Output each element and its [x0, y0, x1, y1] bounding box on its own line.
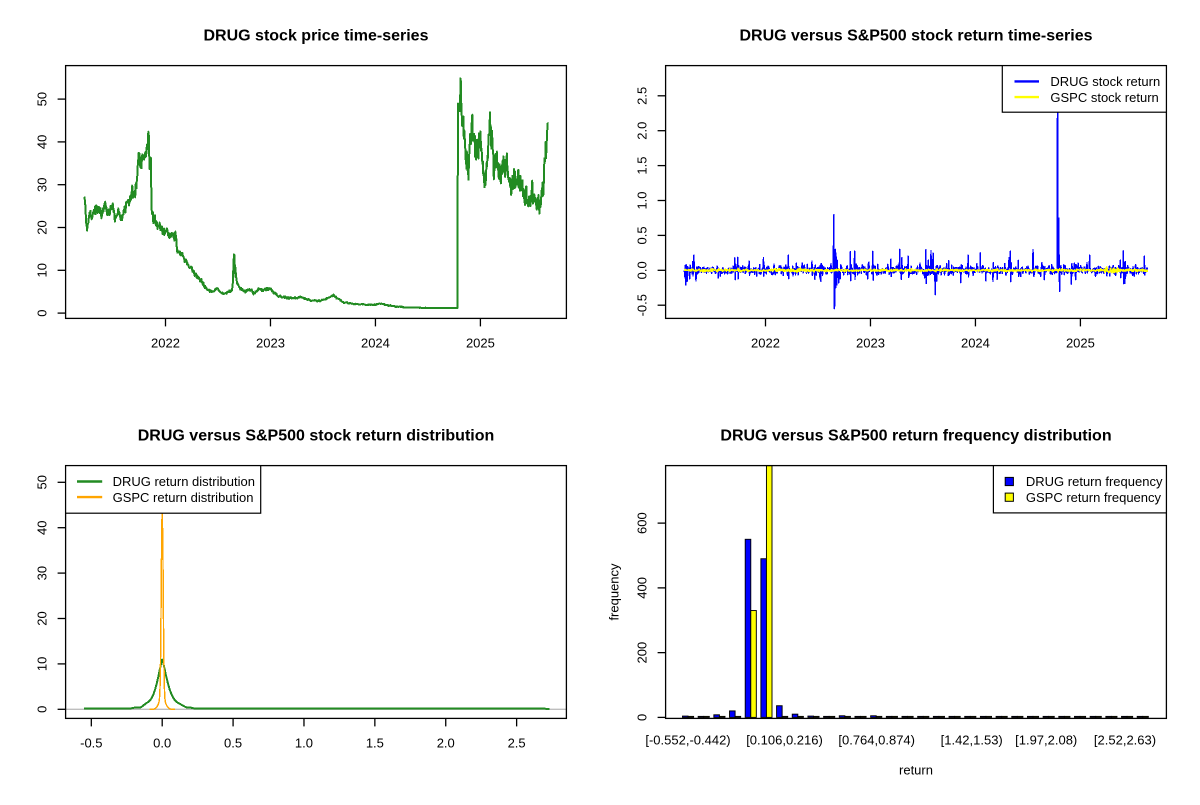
svg-text:20: 20 — [35, 611, 50, 625]
svg-text:frequency: frequency — [607, 563, 622, 621]
svg-text:0.5: 0.5 — [224, 735, 242, 750]
svg-text:GSPC return distribution: GSPC return distribution — [113, 490, 254, 505]
svg-text:2.0: 2.0 — [437, 735, 455, 750]
svg-text:DRUG stock price time-series: DRUG stock price time-series — [204, 28, 429, 45]
svg-text:50: 50 — [35, 92, 50, 106]
svg-text:30: 30 — [35, 177, 50, 191]
svg-text:600: 600 — [635, 512, 650, 534]
svg-text:0: 0 — [635, 714, 650, 721]
svg-text:2.5: 2.5 — [635, 87, 650, 105]
svg-text:-0.5: -0.5 — [80, 735, 102, 750]
svg-text:40: 40 — [35, 520, 50, 534]
svg-text:[1.97,2.08): [1.97,2.08) — [1015, 733, 1077, 748]
svg-text:DRUG versus S&P500 stock retur: DRUG versus S&P500 stock return distribu… — [138, 428, 495, 445]
svg-text:DRUG stock return: DRUG stock return — [1050, 74, 1160, 89]
svg-text:[-0.552,-0.442): [-0.552,-0.442) — [645, 733, 730, 748]
svg-text:2.0: 2.0 — [635, 122, 650, 140]
svg-text:2.5: 2.5 — [508, 735, 526, 750]
svg-text:[0.764,0.874): [0.764,0.874) — [838, 733, 915, 748]
svg-text:0.0: 0.0 — [635, 261, 650, 279]
svg-text:return: return — [899, 763, 933, 778]
svg-text:DRUG return distribution: DRUG return distribution — [113, 474, 255, 489]
svg-text:30: 30 — [35, 566, 50, 580]
svg-text:20: 20 — [35, 220, 50, 234]
svg-text:2025: 2025 — [1066, 335, 1095, 350]
svg-text:2023: 2023 — [856, 335, 885, 350]
svg-text:2025: 2025 — [466, 335, 495, 350]
svg-text:[1.42,1.53): [1.42,1.53) — [941, 733, 1003, 748]
svg-text:DRUG return frequency: DRUG return frequency — [1026, 474, 1163, 489]
svg-text:0: 0 — [35, 706, 50, 713]
svg-text:2022: 2022 — [151, 335, 180, 350]
svg-text:10: 10 — [35, 657, 50, 671]
svg-text:2024: 2024 — [961, 335, 990, 350]
svg-text:400: 400 — [635, 577, 650, 599]
svg-text:1.0: 1.0 — [295, 735, 313, 750]
svg-text:40: 40 — [35, 135, 50, 149]
svg-text:GSPC stock return: GSPC stock return — [1050, 90, 1158, 105]
svg-text:[0.106,0.216): [0.106,0.216) — [746, 733, 823, 748]
svg-text:DRUG versus S&P500 stock retur: DRUG versus S&P500 stock return time-ser… — [739, 28, 1092, 45]
svg-text:DRUG versus S&P500 return freq: DRUG versus S&P500 return frequency dist… — [720, 428, 1111, 445]
svg-text:50: 50 — [35, 475, 50, 489]
svg-text:0: 0 — [35, 309, 50, 316]
svg-text:-0.5: -0.5 — [635, 294, 650, 316]
svg-text:GSPC return frequency: GSPC return frequency — [1026, 490, 1162, 505]
svg-text:2024: 2024 — [361, 335, 390, 350]
svg-text:1.0: 1.0 — [635, 191, 650, 209]
svg-text:2023: 2023 — [256, 335, 285, 350]
svg-text:[2.52,2.63): [2.52,2.63) — [1094, 733, 1156, 748]
svg-text:0.0: 0.0 — [153, 735, 171, 750]
svg-text:1.5: 1.5 — [635, 157, 650, 175]
svg-text:1.5: 1.5 — [366, 735, 384, 750]
svg-text:200: 200 — [635, 642, 650, 664]
svg-text:2022: 2022 — [751, 335, 780, 350]
svg-text:0.5: 0.5 — [635, 226, 650, 244]
svg-text:10: 10 — [35, 263, 50, 277]
